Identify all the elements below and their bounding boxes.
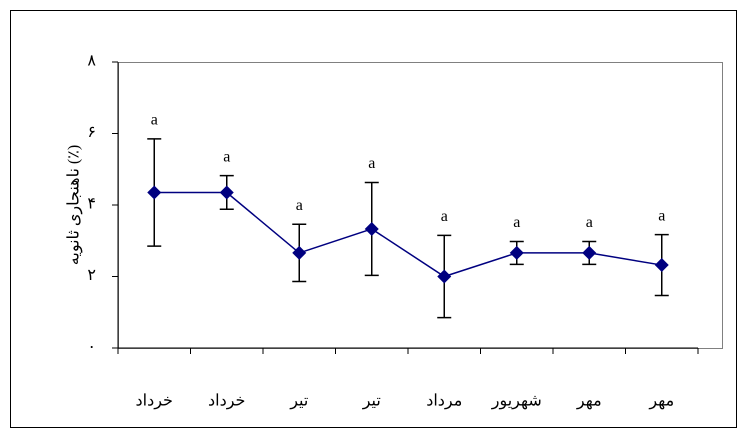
marker xyxy=(654,258,669,273)
x-tick-label: تیر xyxy=(362,393,381,410)
significance-letter: a xyxy=(441,208,448,225)
significance-letter: a xyxy=(513,214,520,231)
x-tick-label: مهر xyxy=(576,393,602,410)
marker xyxy=(437,269,452,284)
y-tick-label: ۰ xyxy=(87,339,96,356)
x-tick-label: شهریور xyxy=(491,393,542,410)
marker xyxy=(219,185,234,200)
y-tick-label: ۲ xyxy=(87,267,96,284)
y-axis-label: ناهنجاری ثانویه (٪) xyxy=(66,145,83,265)
significance-letter: a xyxy=(296,197,303,214)
marker xyxy=(509,245,524,260)
chart-border xyxy=(10,10,737,428)
marker xyxy=(582,245,597,260)
x-tick-label: خرداد xyxy=(208,393,245,410)
significance-letter: a xyxy=(658,207,665,224)
marker xyxy=(147,185,162,200)
significance-letter: a xyxy=(368,155,375,172)
x-tick-label: خرداد xyxy=(136,393,173,410)
y-tick-label: ۴ xyxy=(87,196,96,213)
marker xyxy=(364,221,379,236)
x-tick-label: مرداد xyxy=(426,393,462,410)
y-tick-label: ۶ xyxy=(87,124,96,141)
significance-letter: a xyxy=(151,112,158,129)
x-tick-label: مهر xyxy=(648,393,674,410)
y-tick-label: ۸ xyxy=(87,53,96,70)
series-line xyxy=(154,191,662,278)
significance-letter: a xyxy=(586,214,593,231)
marker xyxy=(292,245,307,260)
x-tick-label: تیر xyxy=(289,393,308,410)
significance-letter: a xyxy=(223,148,230,165)
plot-border xyxy=(118,62,723,349)
